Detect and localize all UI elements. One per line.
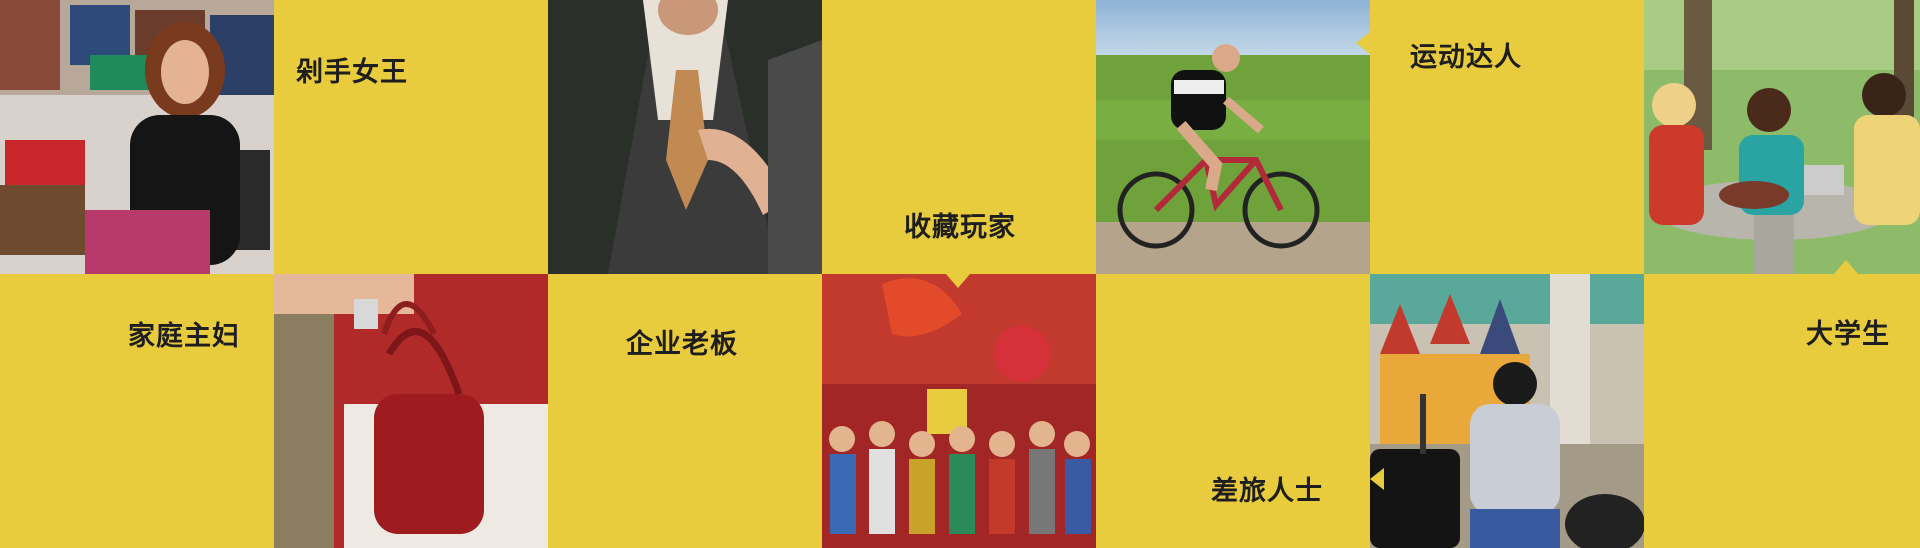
photo-cyclist <box>1096 0 1370 274</box>
label-boss: 企业老板 <box>626 329 738 360</box>
photo-traveler-luggage <box>1370 274 1644 548</box>
tile-collector[interactable]: 收藏玩家 <box>822 0 1096 274</box>
tile-boss[interactable]: 企业老板 <box>548 274 822 548</box>
photo-shopping-woman <box>0 0 274 274</box>
tile-shopaholic[interactable]: 剁手女王 <box>274 0 548 274</box>
pointer-right-housewife <box>260 318 274 340</box>
tile-traveler[interactable]: 差旅人士 <box>1096 274 1370 548</box>
pointer-down-collector <box>946 274 970 288</box>
photo-red-handbag <box>274 274 548 548</box>
tile-sports[interactable]: 运动达人 <box>1370 0 1644 274</box>
label-traveler: 差旅人士 <box>1211 476 1323 507</box>
tile-student[interactable]: 大学生 <box>1644 274 1920 548</box>
photo-businessman-tie <box>548 0 822 274</box>
label-sports: 运动达人 <box>1410 42 1522 73</box>
photo-toy-figures <box>822 274 1096 548</box>
photo-students-park <box>1644 0 1920 274</box>
pointer-up-student <box>1834 260 1858 274</box>
pointer-left-sports <box>1356 32 1370 54</box>
label-collector: 收藏玩家 <box>904 212 1016 243</box>
label-student: 大学生 <box>1806 319 1890 350</box>
tile-housewife[interactable]: 家庭主妇 <box>0 274 274 548</box>
label-housewife: 家庭主妇 <box>128 321 240 352</box>
label-shopaholic: 剁手女王 <box>296 57 408 88</box>
pointer-left-traveler <box>1370 468 1384 490</box>
